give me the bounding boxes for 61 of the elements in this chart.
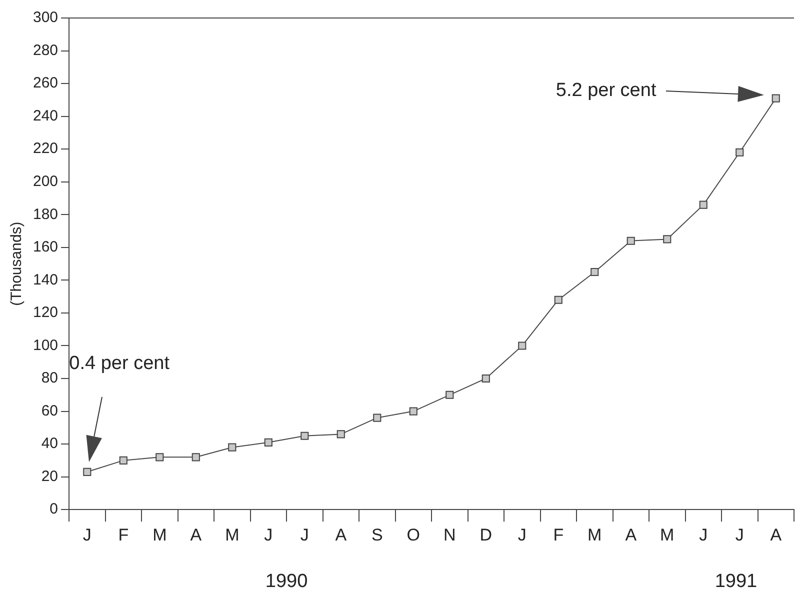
point: [228, 443, 236, 452]
x-tick-label: J: [735, 525, 744, 544]
x-tick-label: F: [118, 525, 129, 544]
text: 1991: [714, 571, 758, 592]
x-tick-label: D: [480, 525, 492, 544]
point: [336, 430, 345, 438]
y-axis-title: (Thousands): [8, 222, 26, 306]
point: [482, 374, 490, 383]
point: [300, 432, 309, 440]
point: [446, 390, 454, 399]
y-tick-label: 240: [32, 107, 58, 124]
annotation: 5.2 per cent: [556, 80, 656, 102]
point: [626, 236, 635, 245]
y-tick-label: 220: [32, 140, 58, 158]
y-tick-label: 140: [32, 271, 58, 288]
x-tick-label: M: [588, 525, 602, 544]
y-tick-label: 100: [32, 336, 58, 354]
x-tick-label: A: [770, 525, 782, 544]
x-tick-label: A: [625, 525, 638, 544]
point: [83, 468, 92, 476]
point: [554, 296, 562, 304]
y-tick-label: 20: [41, 468, 58, 485]
point: [590, 268, 599, 276]
x-tick-label: J: [264, 525, 273, 544]
x-tick-label: J: [518, 525, 526, 544]
x-tick-label: J: [82, 525, 92, 544]
point: [736, 148, 744, 156]
point: [663, 235, 672, 244]
x-tick-label: M: [660, 525, 674, 544]
x-tick-label: M: [152, 525, 167, 544]
x-tick-label: J: [300, 525, 309, 544]
y-tick-label: 200: [32, 173, 58, 190]
y-tick-label: 280: [32, 42, 58, 59]
point: [119, 456, 128, 464]
point: [409, 407, 418, 416]
y-tick-label: 40: [41, 435, 58, 452]
point: [518, 342, 526, 350]
y-tick-label: 60: [41, 402, 58, 420]
x-tick-label: S: [371, 525, 383, 544]
x-tick-label: F: [553, 525, 564, 544]
point: [772, 94, 780, 102]
y-tick-label: 160: [32, 238, 58, 256]
point: [264, 438, 272, 446]
x-tick-label: A: [335, 525, 348, 544]
y-tick-label: 0: [50, 500, 58, 518]
y-tick-label: 300: [32, 9, 58, 26]
y-tick-label: 260: [32, 74, 58, 92]
x-tick-label: M: [225, 525, 240, 544]
point: [156, 453, 164, 462]
point: [699, 200, 708, 209]
y-tick-label: 180: [32, 206, 58, 223]
x-tick-label: A: [190, 525, 202, 544]
point: [373, 414, 382, 422]
x-tick-label: O: [406, 525, 420, 544]
x-tick-label: N: [443, 525, 456, 544]
y-tick-label: 120: [32, 304, 58, 322]
y-tick-label: 80: [41, 370, 58, 387]
annotation: 0.4 per cent: [69, 352, 170, 374]
text: 1990: [265, 571, 308, 592]
x-tick-label: J: [699, 525, 708, 544]
point: [192, 453, 200, 462]
